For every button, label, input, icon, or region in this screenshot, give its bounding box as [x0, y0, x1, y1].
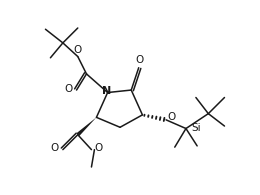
Text: N: N	[102, 86, 111, 96]
Text: O: O	[50, 143, 59, 153]
Text: O: O	[94, 143, 102, 153]
Text: O: O	[73, 45, 81, 55]
Polygon shape	[76, 117, 96, 136]
Text: O: O	[135, 55, 144, 65]
Text: Si: Si	[191, 122, 201, 133]
Text: O: O	[167, 112, 176, 122]
Text: O: O	[64, 84, 73, 94]
